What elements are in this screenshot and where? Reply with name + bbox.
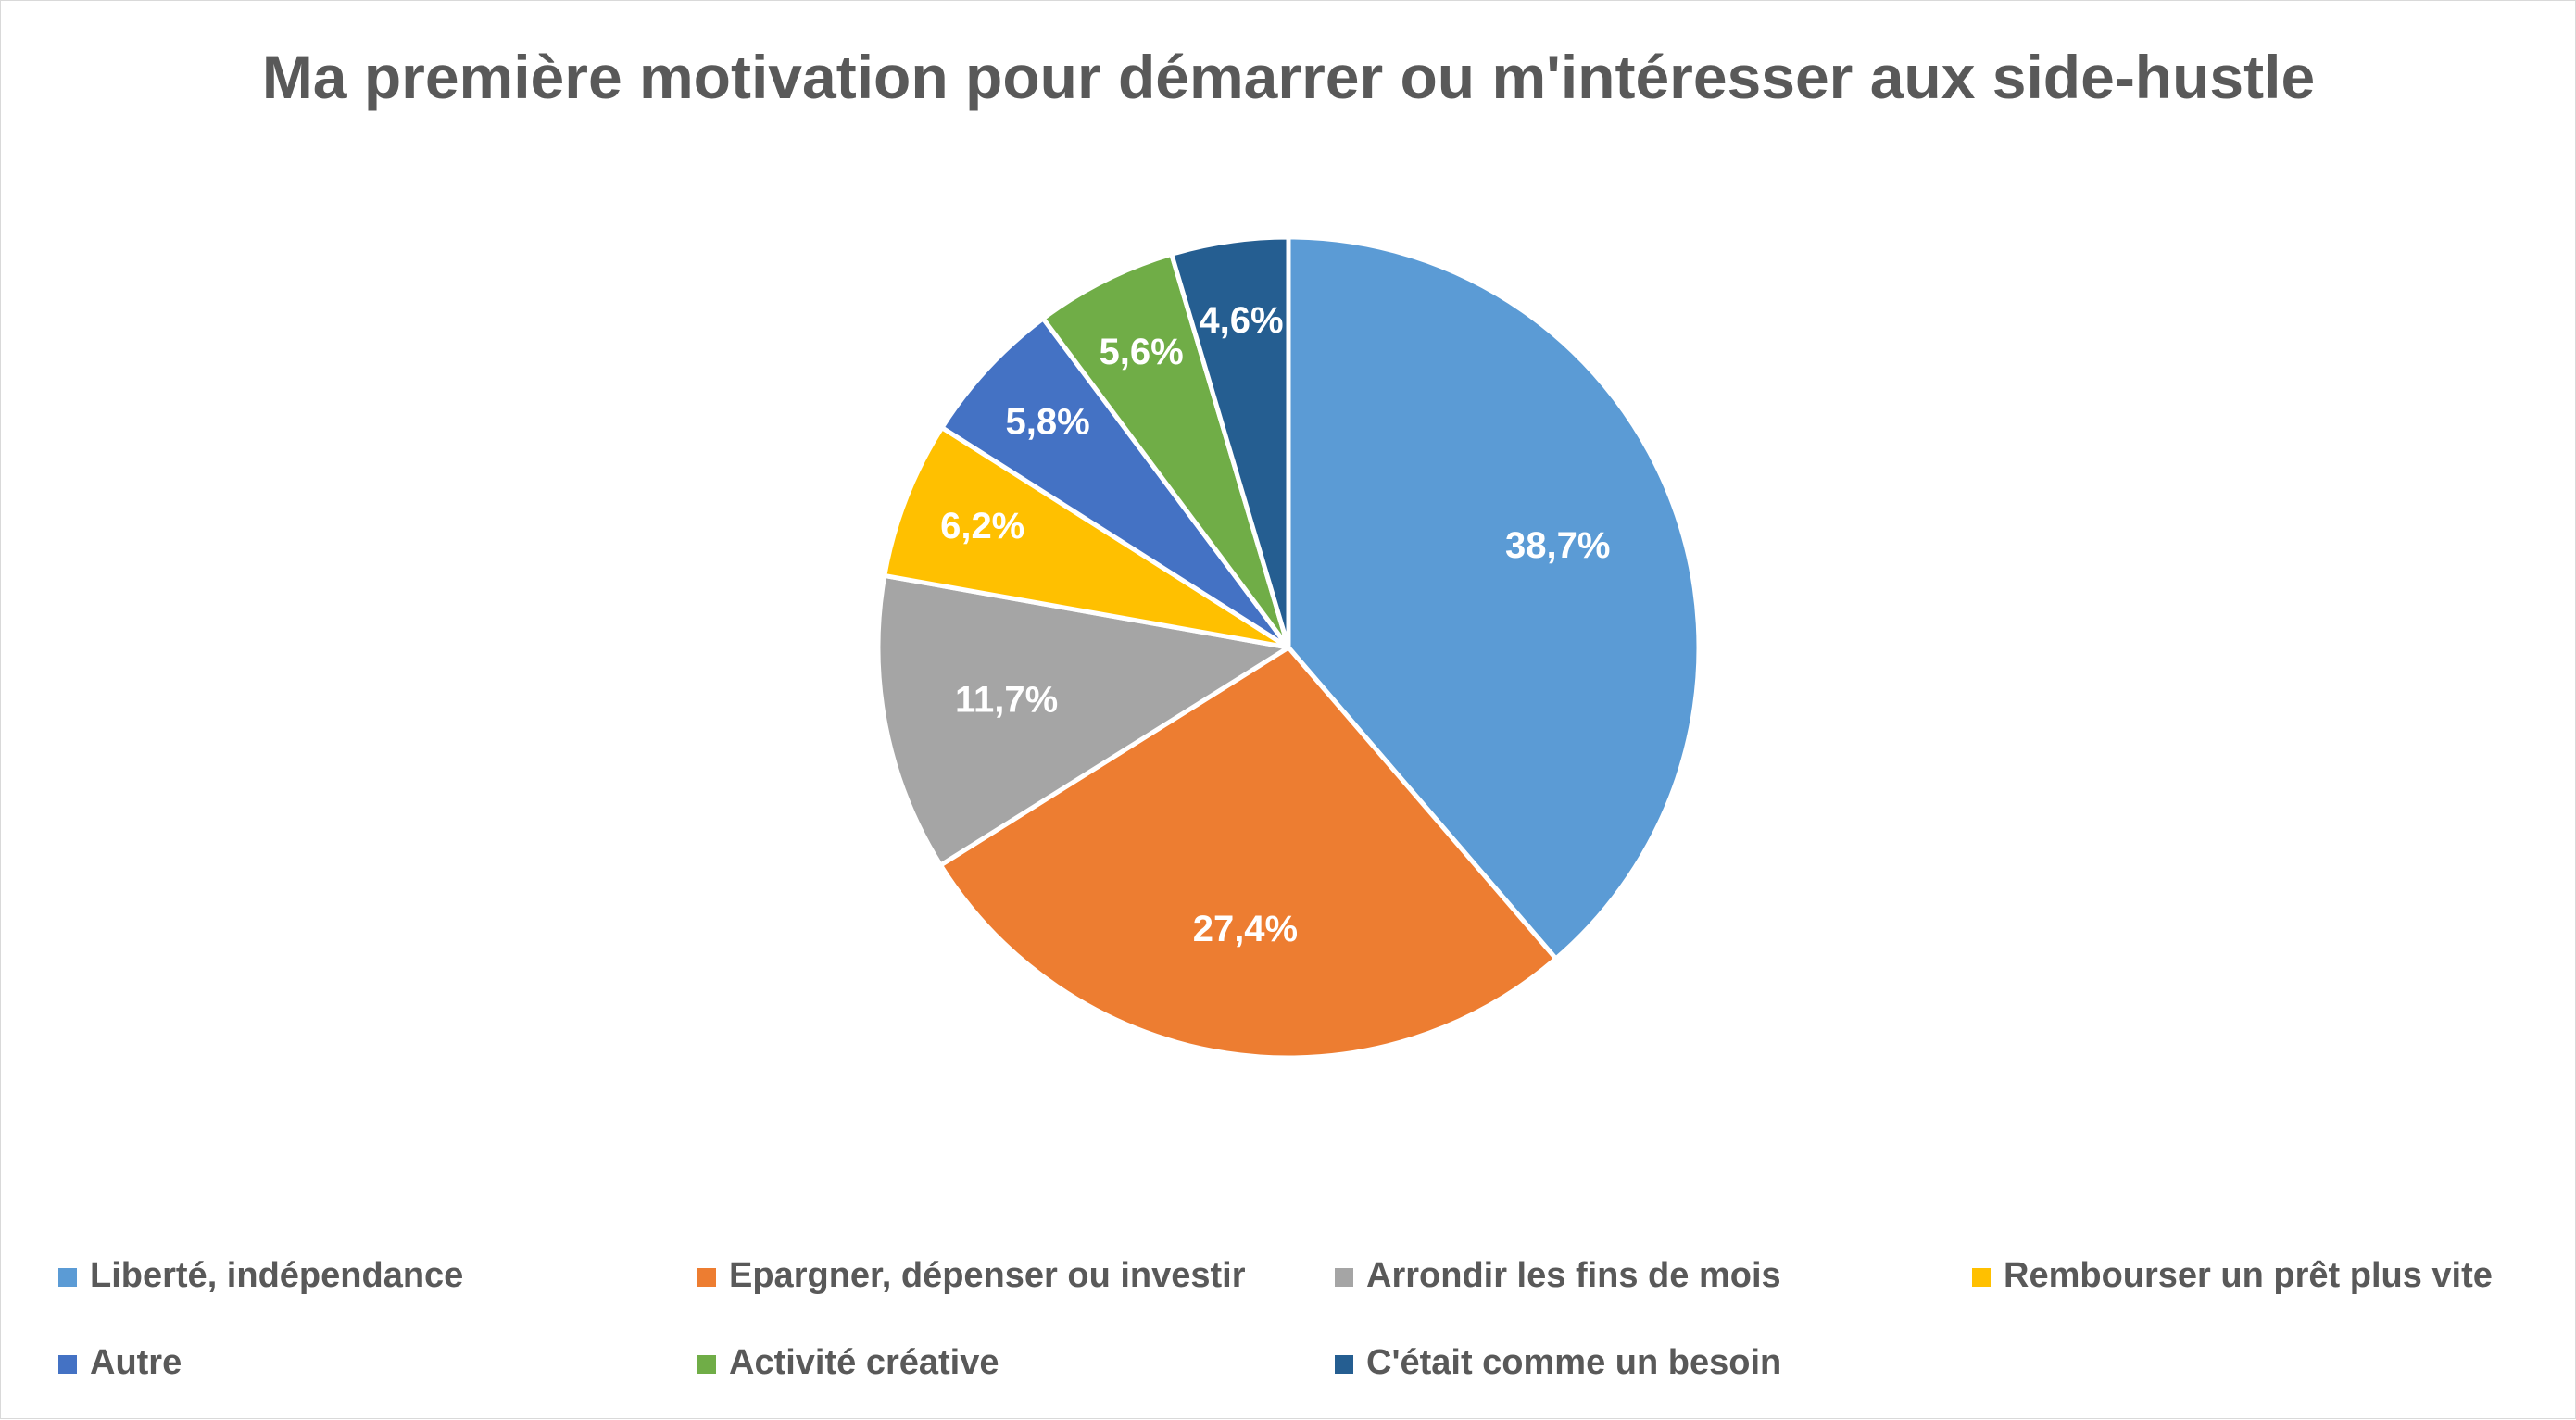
data-label-autre: 5,8% <box>1006 402 1090 443</box>
legend-swatch-c-etait-comme-un-besoin <box>1335 1355 1353 1374</box>
legend-swatch-liberte-independance <box>58 1268 77 1287</box>
data-label-epargner-depenser-ou-investir: 27,4% <box>1193 909 1298 949</box>
legend-swatch-autre <box>58 1355 77 1374</box>
chart-title: Ma première motivation pour démarrer ou … <box>262 43 2315 111</box>
legend-label-activite-creative: Activité créative <box>729 1343 999 1382</box>
legend-label-c-etait-comme-un-besoin: C'était comme un besoin <box>1366 1343 1781 1382</box>
data-label-rembourser-un-pret-plus-vite: 6,2% <box>940 506 1024 547</box>
data-label-activite-creative: 5,6% <box>1100 332 1184 372</box>
legend-label-rembourser-un-pret-plus-vite: Rembourser un prêt plus vite <box>2004 1256 2493 1295</box>
legend-swatch-rembourser-un-pret-plus-vite <box>1972 1268 1991 1287</box>
pie-slice-activite-creative <box>1040 251 1291 650</box>
legend: Liberté, indépendance Epargner, dépenser … <box>58 1256 2493 1382</box>
legend-label-liberte-independance: Liberté, indépendance <box>90 1256 463 1295</box>
pie-slice-rembourser-un-pret-plus-vite <box>882 425 1291 650</box>
data-label-c-etait-comme-un-besoin: 4,6% <box>1199 300 1283 341</box>
pie-slice-c-etait-comme-un-besoin <box>1169 234 1291 650</box>
pie-data-labels: 38,7% 27,4% 11,7% 6,2% 5,8%5,6% 4,6% <box>940 300 1610 949</box>
pie-slices <box>875 234 1702 1061</box>
legend-swatch-arrondir-les-fins-de-mois <box>1335 1268 1353 1287</box>
pie-slice-arrondir-les-fins-de-mois <box>875 572 1291 868</box>
legend-label-arrondir-les-fins-de-mois: Arrondir les fins de mois <box>1366 1256 1781 1295</box>
legend-swatch-activite-creative <box>697 1355 716 1374</box>
data-label-liberte-independance: 38,7% <box>1505 525 1610 566</box>
legend-label-autre: Autre <box>90 1343 182 1382</box>
pie-slice-epargner-depenser-ou-investir <box>937 645 1559 1061</box>
legend-label-epargner-depenser-ou-investir: Epargner, dépenser ou investir <box>729 1256 1246 1295</box>
pie-slice-liberte-independance <box>1286 234 1702 961</box>
data-label-arrondir-les-fins-de-mois: 11,7% <box>955 680 1058 721</box>
pie-slice-autre <box>939 316 1291 650</box>
legend-swatch-epargner-depenser-ou-investir <box>697 1268 716 1287</box>
